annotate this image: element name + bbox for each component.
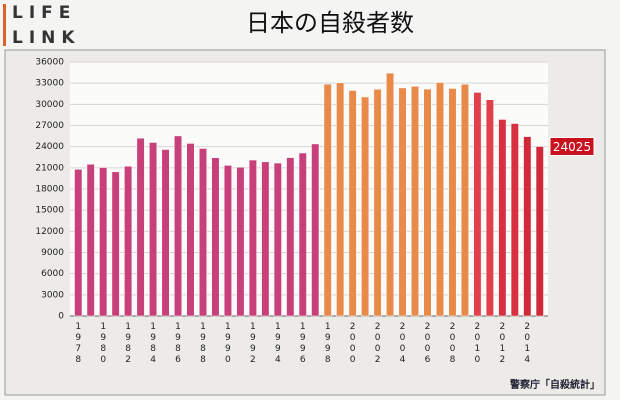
bar bbox=[323, 83, 332, 317]
y-tick-label: 0 bbox=[58, 312, 64, 322]
bar bbox=[348, 90, 357, 317]
bar bbox=[74, 169, 83, 317]
bar bbox=[273, 162, 282, 317]
bar bbox=[523, 136, 532, 317]
bar bbox=[473, 92, 482, 317]
chart-title: 日本の自殺者数 bbox=[246, 9, 414, 37]
bar bbox=[498, 119, 507, 317]
bar bbox=[423, 88, 432, 317]
y-tick-label: 12000 bbox=[35, 227, 64, 237]
bar bbox=[485, 99, 494, 317]
bar bbox=[86, 164, 95, 317]
bar bbox=[411, 86, 420, 317]
y-tick-label: 21000 bbox=[35, 163, 64, 173]
y-tick-label: 18000 bbox=[35, 185, 64, 195]
bar bbox=[198, 148, 207, 317]
y-tick-label: 27000 bbox=[35, 121, 64, 131]
value-label: 24025 bbox=[553, 140, 591, 154]
bar bbox=[398, 87, 407, 317]
bar bbox=[99, 167, 108, 317]
bar bbox=[286, 157, 295, 317]
bar bbox=[386, 72, 395, 317]
logo-line: LIFE bbox=[12, 3, 76, 23]
bar bbox=[186, 143, 195, 317]
bar bbox=[136, 137, 145, 317]
bar bbox=[435, 82, 444, 317]
bar bbox=[535, 146, 544, 317]
bar bbox=[373, 88, 382, 317]
bar bbox=[298, 152, 307, 317]
y-tick-label: 6000 bbox=[41, 269, 64, 279]
bar bbox=[111, 171, 120, 317]
bar bbox=[174, 135, 183, 317]
value-label-box bbox=[549, 136, 595, 156]
y-tick-label: 9000 bbox=[41, 248, 64, 258]
bar bbox=[311, 143, 320, 317]
source-note: 警察庁「自殺統計」 bbox=[509, 378, 600, 391]
bar bbox=[161, 149, 170, 317]
bar bbox=[124, 165, 133, 317]
y-tick-label: 24000 bbox=[35, 142, 64, 152]
bar bbox=[223, 165, 232, 317]
bar bbox=[236, 166, 245, 317]
bar bbox=[448, 88, 457, 317]
bar bbox=[361, 96, 370, 317]
bar bbox=[261, 161, 270, 317]
y-tick-label: 30000 bbox=[35, 100, 64, 110]
bar bbox=[211, 157, 220, 317]
y-tick-label: 15000 bbox=[35, 206, 64, 216]
logo-line: LINK bbox=[12, 28, 81, 48]
logo-bar bbox=[3, 4, 6, 46]
bar bbox=[149, 142, 158, 317]
bar bbox=[336, 82, 345, 317]
y-tick-label: 36000 bbox=[35, 58, 64, 68]
y-tick-label: 33000 bbox=[35, 79, 64, 89]
y-tick-label: 3000 bbox=[41, 290, 64, 300]
bar bbox=[248, 159, 257, 317]
bar bbox=[510, 123, 519, 317]
bar bbox=[460, 84, 469, 317]
